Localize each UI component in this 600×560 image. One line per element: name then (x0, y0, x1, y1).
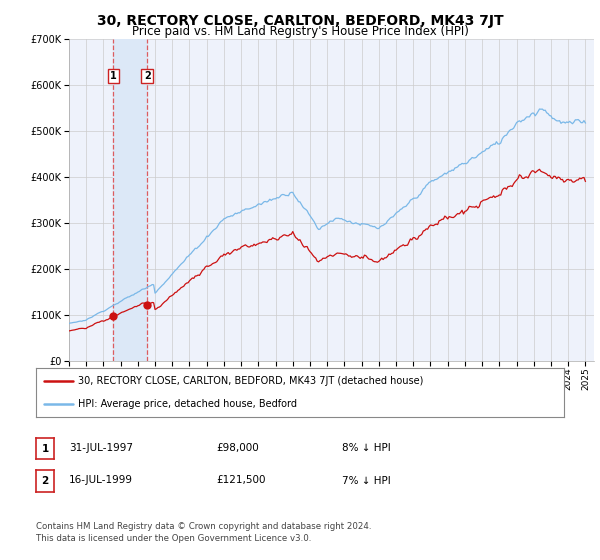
Text: Contains HM Land Registry data © Crown copyright and database right 2024.
This d: Contains HM Land Registry data © Crown c… (36, 522, 371, 543)
Text: 31-JUL-1997: 31-JUL-1997 (69, 443, 133, 453)
Text: 2: 2 (41, 476, 49, 486)
Bar (113, 39, 147, 361)
Text: 8% ↓ HPI: 8% ↓ HPI (342, 443, 391, 453)
Text: 30, RECTORY CLOSE, CARLTON, BEDFORD, MK43 7JT: 30, RECTORY CLOSE, CARLTON, BEDFORD, MK4… (97, 14, 503, 28)
Text: 2: 2 (144, 71, 151, 81)
Text: HPI: Average price, detached house, Bedford: HPI: Average price, detached house, Bedf… (78, 399, 297, 409)
Text: £98,000: £98,000 (216, 443, 259, 453)
Text: 16-JUL-1999: 16-JUL-1999 (69, 475, 133, 486)
Text: 7% ↓ HPI: 7% ↓ HPI (342, 475, 391, 486)
Text: £121,500: £121,500 (216, 475, 265, 486)
Text: 30, RECTORY CLOSE, CARLTON, BEDFORD, MK43 7JT (detached house): 30, RECTORY CLOSE, CARLTON, BEDFORD, MK4… (78, 376, 424, 386)
Text: 1: 1 (110, 71, 117, 81)
Text: 1: 1 (41, 444, 49, 454)
Text: Price paid vs. HM Land Registry's House Price Index (HPI): Price paid vs. HM Land Registry's House … (131, 25, 469, 38)
